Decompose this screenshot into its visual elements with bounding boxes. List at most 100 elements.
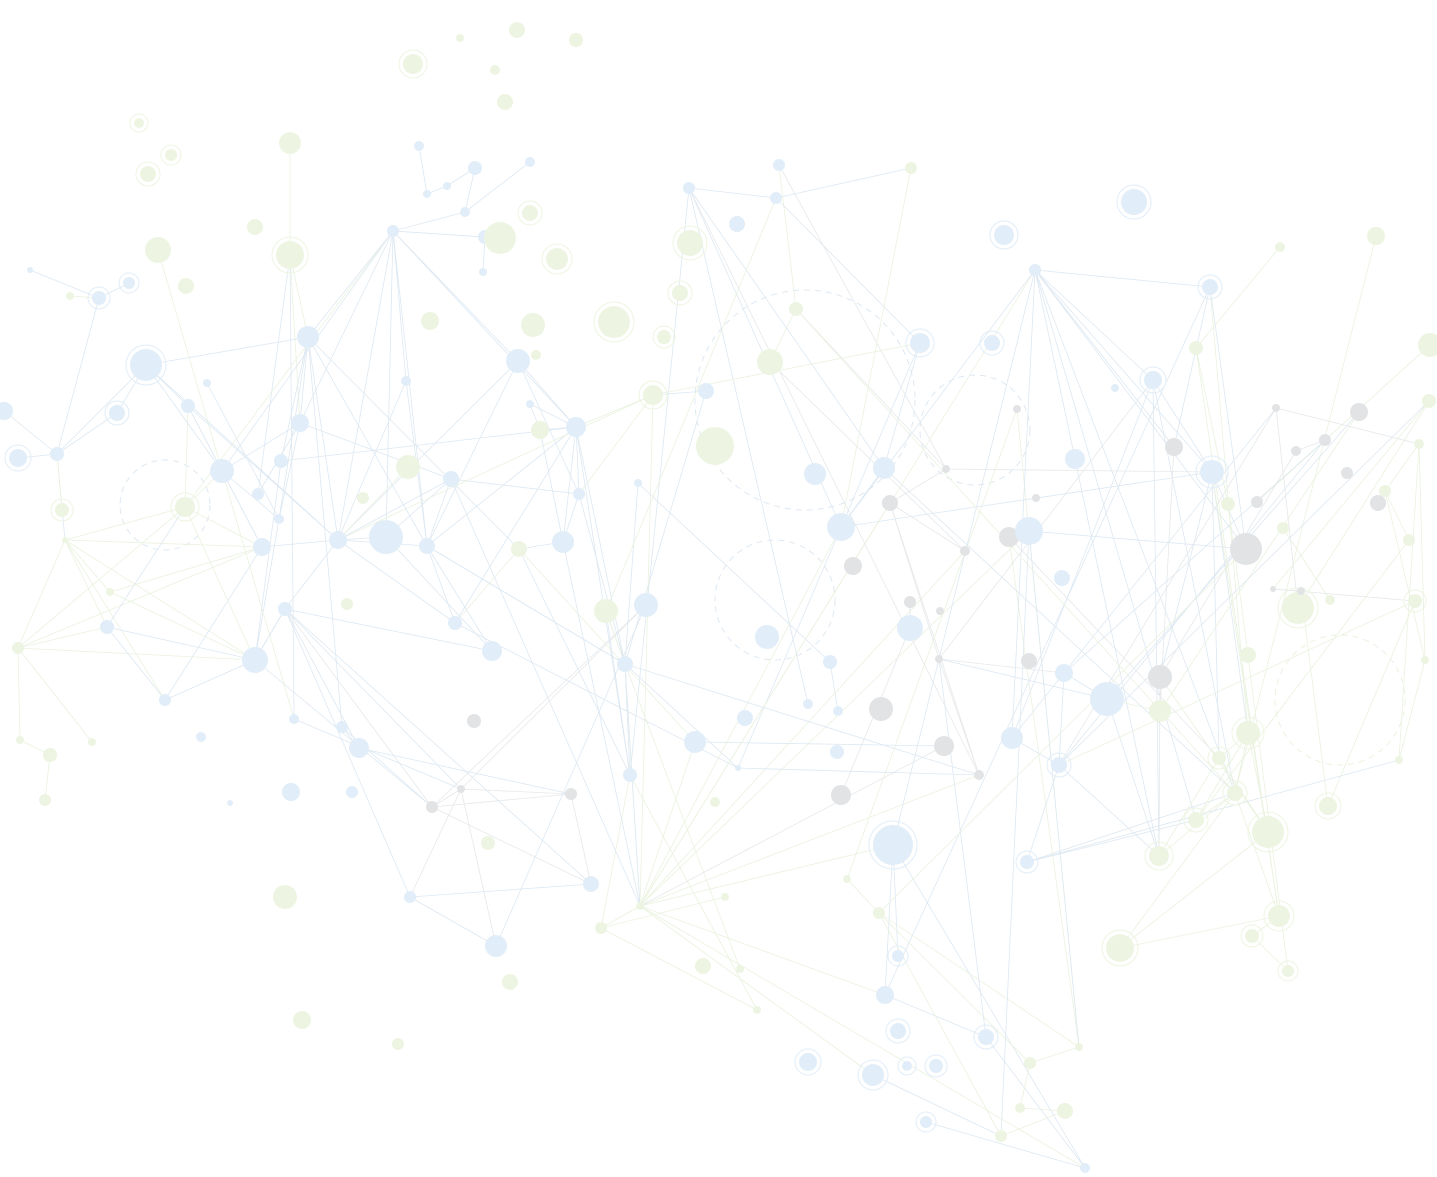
graph-edge [578,394,654,495]
graph-edge [284,608,411,898]
graph-node [481,836,495,850]
graph-edge [184,506,256,661]
graph-edge [17,647,93,743]
graph-edge [688,187,980,776]
graph-edge [1034,269,1197,821]
graph-edge [64,539,108,628]
graph-edge [157,249,295,720]
graph-edge [562,426,577,543]
graph-node [242,647,268,673]
graph-node [0,402,13,420]
graph-edge [1158,757,1220,857]
graph-node [1057,1103,1073,1119]
graph-node [929,1059,943,1073]
graph-edge [106,506,186,628]
graph-node-halo [924,1054,948,1078]
graph-edge [56,297,100,455]
graph-node [1252,816,1284,848]
graph-node-halo [1277,960,1299,982]
graph-edge [778,164,797,310]
graph-node [468,161,482,175]
graph-node [426,801,438,813]
graph-node [506,349,530,373]
graph-edge [278,422,301,520]
graph-node [289,714,299,724]
graph-node [392,1038,404,1050]
graph-node-halo [1116,184,1152,220]
graph-node [484,222,516,254]
graph-node-halo [887,945,909,967]
graph-edge [1300,590,1329,807]
graph-node [9,449,27,467]
graph-edge [1034,269,1213,473]
graph-node [490,65,500,75]
graph-node [497,94,513,110]
graph-edge [624,390,707,665]
graph-node [873,825,913,865]
graph-edge [795,308,947,470]
graph-edge [392,211,466,232]
graph-edge [284,608,462,790]
graph-node [757,349,783,375]
graph-edge [778,164,947,470]
graph-node [134,118,144,128]
graph-node [823,655,837,669]
graph-edge [938,379,1154,660]
graph-edge [254,460,282,661]
graph-edge [1019,1062,1031,1109]
graph-node [414,141,424,151]
graph-node [1277,522,1289,534]
graph-edge [1152,379,1236,794]
graph-node [456,34,464,42]
graph-edge [795,308,1236,794]
graph-edge [925,1121,1086,1169]
graph-node-halo [1240,924,1264,948]
graph-node [1055,664,1073,682]
graph-node-halo [1207,746,1231,770]
graph-node [636,902,644,910]
graph-node [1149,846,1169,866]
graph-node [634,593,658,617]
graph-node [721,893,729,901]
graph-edge [518,548,631,776]
graph-node-halo [979,330,1005,356]
graph-edge [145,336,309,366]
graph-edge [164,546,263,701]
graph-node-halo [593,301,635,343]
graph-node [999,527,1019,547]
graph-node [1020,855,1034,869]
graph-node [1341,467,1353,479]
graph-node-halo [905,328,935,358]
graph-node [974,770,984,780]
graph-edge [1058,764,1160,857]
graph-node [252,488,264,500]
graph-node [910,333,930,353]
graph-node [521,313,545,337]
graph-node [1325,595,1335,605]
graph-node-halo [1015,850,1039,874]
graph-node [336,721,348,733]
graph-node [291,414,309,432]
graph-edge [431,793,572,808]
graph-edge [17,626,108,649]
graph-edge [938,658,987,1038]
graph-node [1148,665,1172,689]
graph-edge [284,608,433,808]
graph-node [803,699,813,709]
graph-edge [1275,407,1420,445]
graph-node [92,291,106,305]
graph-edge [985,1036,1086,1169]
graph-edge [605,197,777,612]
graph-node [904,596,916,608]
graph-node [1075,1043,1083,1051]
graph-node [396,455,420,479]
graph-edge [688,187,885,469]
graph-node [1013,405,1021,413]
graph-node [276,241,304,269]
graph-node-halo [973,1024,999,1050]
graph-node [698,383,714,399]
graph-node [890,1023,906,1039]
graph-node [882,495,898,511]
graph-edge [872,1074,1002,1137]
